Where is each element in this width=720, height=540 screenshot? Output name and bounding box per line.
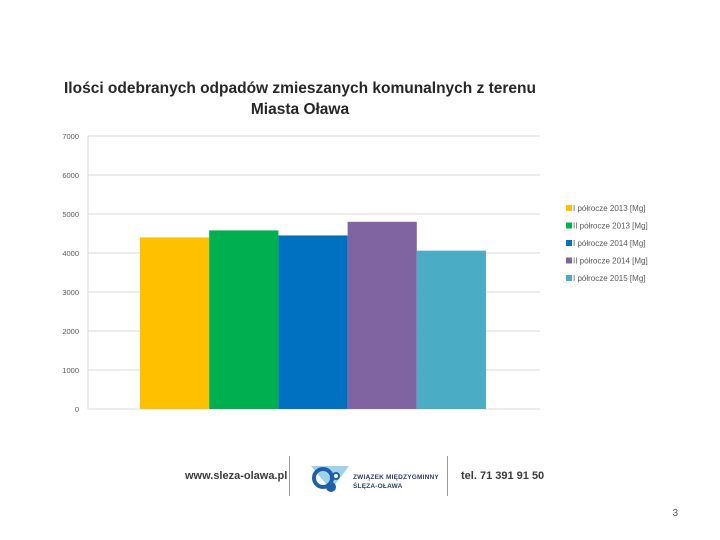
y-tick-label: 6000 <box>62 171 79 180</box>
y-tick-label: 5000 <box>62 210 79 219</box>
legend-label: I półrocze 2015 [Mg] <box>573 274 645 283</box>
legend-label: II półrocze 2014 [Mg] <box>573 257 648 266</box>
bar <box>278 235 348 409</box>
legend-swatch <box>566 257 572 264</box>
website-link[interactable]: www.sleza-olawa.pl <box>185 470 288 482</box>
organization-name-line-1: ZWIĄZEK MIĘDZYGMINNY <box>353 474 439 481</box>
legend-swatch <box>566 222 572 229</box>
bar <box>347 221 417 409</box>
y-axis: 0 1000 2000 3000 4000 5000 6000 7000 <box>62 132 89 414</box>
legend-label: II półrocze 2013 [Mg] <box>573 222 648 231</box>
y-tick-label: 3000 <box>62 288 79 297</box>
organization-name-line-2: ŚLĘZA-OŁAWA <box>353 483 403 490</box>
chart-title-line-1: Ilości odebranych odpadów zmieszanych ko… <box>64 80 536 97</box>
bar <box>416 250 486 409</box>
page-number: 3 <box>672 508 678 519</box>
chart-title-line-2: Miasta Oława <box>250 101 350 118</box>
footer-divider <box>447 456 448 496</box>
organization-name: ZWIĄZEK MIĘDZYGMINNY ŚLĘZA-OŁAWA <box>353 473 439 491</box>
y-tick-label: 7000 <box>62 132 79 141</box>
phone-number: tel. 71 391 91 50 <box>461 470 545 482</box>
footer-divider <box>289 456 290 496</box>
legend-swatch <box>566 275 572 281</box>
y-tick-label: 0 <box>75 405 79 414</box>
bar <box>209 230 279 409</box>
footer: www.sleza-olawa.pl ZWIĄZEK MIĘDZYGMINNY … <box>185 456 545 498</box>
y-tick-label: 1000 <box>62 366 79 375</box>
bar <box>140 237 210 409</box>
legend: I półrocze 2013 [Mg] II półrocze 2013 [Mg… <box>566 204 648 283</box>
legend-label: I półrocze 2014 [Mg] <box>573 239 645 248</box>
chart-title: Ilości odebranych odpadów zmieszanych ko… <box>60 78 540 120</box>
legend-swatch <box>566 240 572 246</box>
y-tick-label: 2000 <box>62 327 79 336</box>
legend-label: I półrocze 2013 [Mg] <box>573 204 645 213</box>
bars <box>140 221 486 409</box>
association-logo-icon <box>311 466 349 492</box>
legend-swatch <box>566 205 572 211</box>
y-tick-label: 4000 <box>62 249 79 258</box>
